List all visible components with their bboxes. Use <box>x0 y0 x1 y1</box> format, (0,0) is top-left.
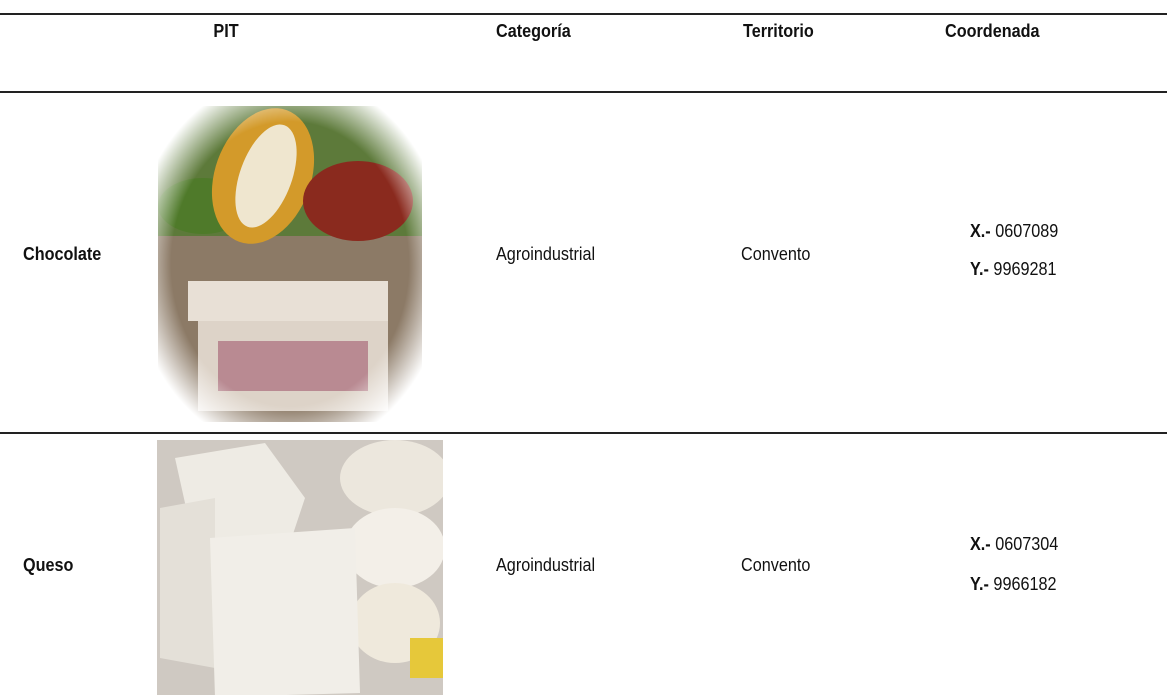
coord-label: X.- <box>970 534 991 554</box>
header-cell: Territorio <box>743 21 814 41</box>
coordinate-y: Y.- 9969281 <box>970 258 1056 280</box>
coord-label: Y.- <box>970 574 989 594</box>
territory: Convento <box>741 555 811 575</box>
coord-value: 0607089 <box>995 221 1059 241</box>
coord-value: 0607304 <box>995 534 1059 554</box>
chocolate-photo <box>158 106 422 422</box>
coord-label: Y.- <box>970 259 989 279</box>
row-rule <box>0 432 1167 434</box>
coord-value: 9966182 <box>993 574 1057 594</box>
header-cell: Categoría <box>496 21 571 41</box>
category: Agroindustrial <box>496 244 596 264</box>
coord-value: 9969281 <box>993 259 1057 279</box>
coordinate-y: Y.- 9966182 <box>970 573 1056 595</box>
category: Agroindustrial <box>496 555 596 575</box>
header-rule <box>0 91 1167 93</box>
coord-label: X.- <box>970 221 991 241</box>
queso-photo <box>155 438 445 697</box>
coordinate-x: X.- 0607089 <box>970 220 1058 242</box>
coordinate-x: X.- 0607304 <box>970 533 1058 555</box>
territory: Convento <box>741 244 811 264</box>
header-cell: PIT <box>213 21 239 41</box>
header-cell: Coordenada <box>945 21 1040 41</box>
pit-name: Chocolate <box>23 244 102 264</box>
pit-name: Queso <box>23 555 74 575</box>
table-top-rule <box>0 13 1167 15</box>
